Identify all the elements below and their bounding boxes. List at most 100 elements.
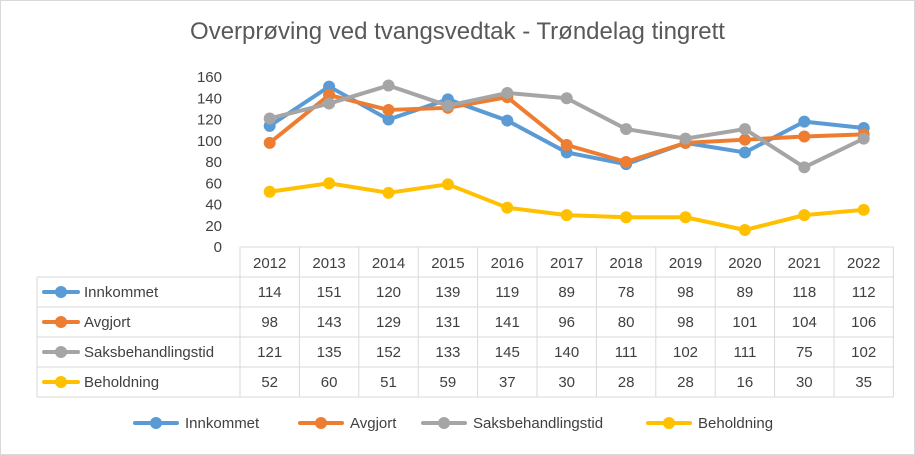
- table-legend-key-marker: [55, 346, 67, 358]
- table-cell-saksbehandlingstid: 152: [376, 344, 401, 361]
- legend-item-avgjort: Avgjort: [298, 415, 397, 432]
- y-tick-label: 100: [197, 133, 222, 150]
- table-cell-saksbehandlingstid: 121: [257, 344, 282, 361]
- table-cell-beholdning: 30: [796, 374, 813, 391]
- table-cell-innkommet: 114: [258, 284, 282, 301]
- table-cell-innkommet: 112: [852, 284, 876, 301]
- table-cell-avgjort: 129: [376, 314, 401, 331]
- table-cell-avgjort: 143: [317, 314, 342, 331]
- legend-key-marker: [663, 417, 675, 429]
- data-point-beholdning: [560, 209, 573, 222]
- table-cell-saksbehandlingstid: 111: [733, 344, 756, 361]
- table-legend-key-marker: [55, 376, 67, 388]
- data-table: 2012 2013 2014 2015 2016 2017 2018 2019 2020 2021…: [36, 246, 894, 398]
- table-cell-innkommet: 120: [376, 284, 401, 301]
- y-tick-label: 140: [197, 90, 222, 107]
- table-cell-beholdning: 60: [321, 374, 338, 391]
- table-cell-avgjort: 80: [618, 314, 635, 331]
- table-cell-avgjort: 98: [677, 314, 694, 331]
- legend-label: Innkommet: [185, 415, 260, 432]
- category-label: 2022: [847, 255, 880, 272]
- table-cell-beholdning: 16: [737, 374, 754, 391]
- category-label: 2019: [669, 255, 702, 272]
- data-point-innkommet: [501, 114, 514, 127]
- category-label: 2017: [550, 255, 583, 272]
- table-row-label-avgjort: Avgjort: [84, 314, 131, 331]
- y-axis: 0 20 40 60 80 100 120 140 160: [197, 69, 222, 256]
- data-point-beholdning: [620, 211, 633, 224]
- data-point-saksbehandlingstid: [441, 99, 454, 112]
- y-tick-label: 40: [205, 197, 222, 214]
- data-point-beholdning: [323, 177, 336, 190]
- data-point-beholdning: [382, 186, 395, 199]
- data-point-beholdning: [798, 209, 811, 222]
- category-label: 2016: [491, 255, 524, 272]
- table-legend-key-marker: [55, 316, 67, 328]
- legend-label: Saksbehandlingstid: [473, 415, 603, 432]
- table-row-label-saksbehandlingstid: Saksbehandlingstid: [84, 344, 214, 361]
- data-point-innkommet: [738, 146, 751, 159]
- data-point-saksbehandlingstid: [738, 123, 751, 136]
- table-cell-beholdning: 35: [855, 374, 872, 391]
- legend-key-marker: [438, 417, 450, 429]
- data-point-saksbehandlingstid: [501, 86, 514, 99]
- data-point-innkommet: [382, 113, 395, 126]
- data-point-saksbehandlingstid: [620, 123, 633, 136]
- table-cell-saksbehandlingstid: 102: [673, 344, 698, 361]
- data-point-innkommet: [323, 80, 336, 93]
- data-point-beholdning: [679, 211, 692, 224]
- data-point-avgjort: [263, 136, 276, 149]
- table-cell-saksbehandlingstid: 135: [317, 344, 342, 361]
- table-cell-beholdning: 28: [677, 374, 694, 391]
- y-tick-label: 0: [214, 239, 222, 256]
- table-cell-innkommet: 151: [317, 284, 342, 301]
- category-label: 2012: [253, 255, 286, 272]
- chart-title: Overprøving ved tvangsvedtak - Trøndelag…: [190, 18, 725, 45]
- table-legend-key-marker: [55, 286, 67, 298]
- data-point-avgjort: [798, 130, 811, 143]
- series-line-beholdning: [267, 181, 866, 232]
- table-cell-beholdning: 28: [618, 374, 635, 391]
- data-point-innkommet: [798, 115, 811, 128]
- legend-item-saksbehandlingstid: Saksbehandlingstid: [421, 415, 603, 432]
- table-row-label-beholdning: Beholdning: [84, 374, 159, 391]
- data-point-beholdning: [857, 203, 870, 216]
- table-cell-beholdning: 51: [380, 374, 397, 391]
- table-cell-avgjort: 98: [261, 314, 278, 331]
- table-cell-avgjort: 104: [792, 314, 817, 331]
- y-tick-label: 160: [197, 69, 222, 86]
- table-cell-saksbehandlingstid: 102: [851, 344, 876, 361]
- data-point-saksbehandlingstid: [560, 92, 573, 105]
- data-point-avgjort: [560, 139, 573, 151]
- data-point-beholdning: [501, 201, 514, 214]
- table-cell-saksbehandlingstid: 140: [554, 344, 579, 361]
- table-cell-innkommet: 98: [677, 284, 694, 301]
- data-point-avgjort: [620, 156, 633, 168]
- data-point-avgjort: [323, 89, 336, 102]
- table-cell-innkommet: 89: [737, 284, 754, 301]
- category-label: 2021: [788, 255, 821, 272]
- category-label: 2018: [609, 255, 642, 272]
- legend-key-marker: [315, 417, 327, 429]
- data-point-beholdning: [738, 224, 751, 236]
- table-row-label-innkommet: Innkommet: [84, 284, 159, 301]
- table-cell-innkommet: 118: [792, 284, 816, 301]
- table-cell-innkommet: 139: [435, 284, 460, 301]
- table-cell-beholdning: 52: [261, 374, 278, 391]
- legend-item-beholdning: Beholdning: [646, 415, 773, 432]
- data-point-saksbehandlingstid: [382, 79, 395, 92]
- table-cell-avgjort: 96: [558, 314, 575, 331]
- y-tick-label: 120: [197, 112, 222, 129]
- data-point-avgjort: [738, 133, 751, 146]
- legend-label: Avgjort: [350, 415, 397, 432]
- table-cell-avgjort: 101: [732, 314, 757, 331]
- category-label: 2015: [431, 255, 464, 272]
- data-point-saksbehandlingstid: [857, 132, 870, 145]
- data-point-saksbehandlingstid: [263, 112, 276, 125]
- plot-area: [263, 79, 870, 236]
- table-cell-saksbehandlingstid: 133: [435, 344, 460, 361]
- data-point-beholdning: [441, 178, 454, 191]
- table-cell-beholdning: 30: [558, 374, 575, 391]
- table-cell-avgjort: 106: [851, 314, 876, 331]
